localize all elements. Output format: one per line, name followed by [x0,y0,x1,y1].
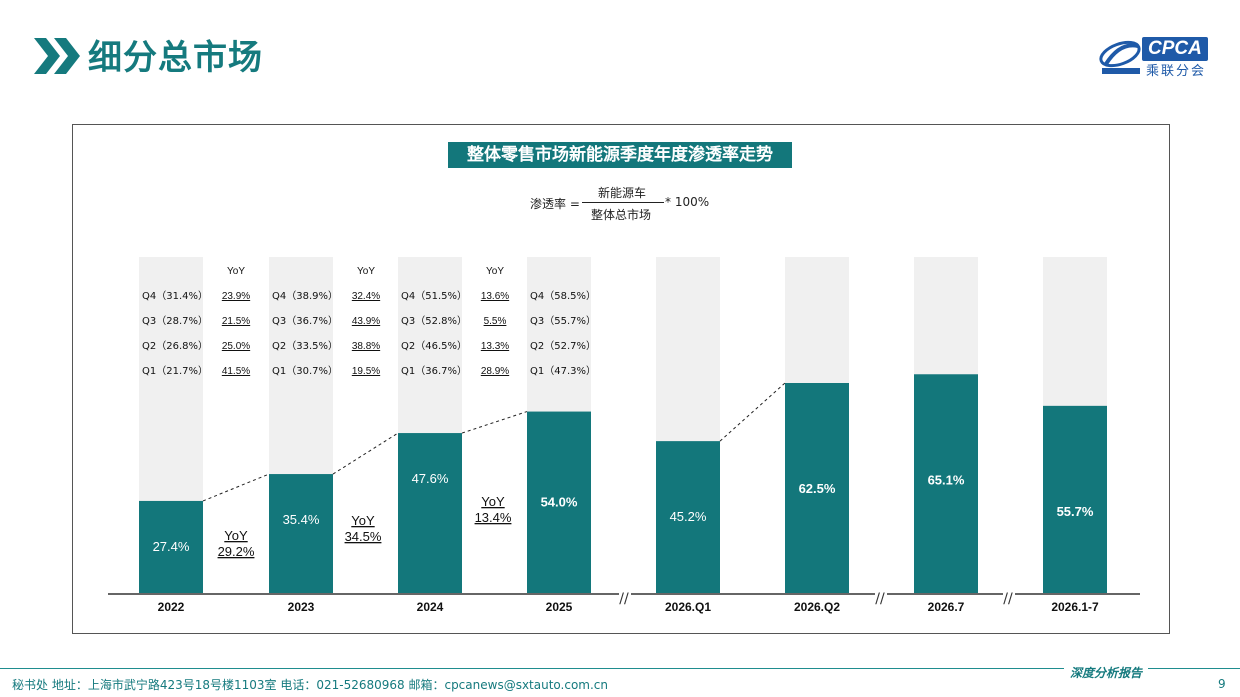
logo-subtext: 乘联分会 [1146,64,1207,79]
quarter-yoy-value: 25.0% [222,341,250,352]
bar-2024 [398,433,462,593]
trend-connector [332,432,399,475]
bar-value-label: 55.7% [1057,504,1094,519]
quarter-penetration-label: Q1（30.7%） [272,365,338,377]
logo-text: CPCA [1142,37,1208,61]
quarter-yoy-value: 41.5% [222,366,250,377]
yoy-label: YoY [481,494,505,509]
chart-frame [72,124,1170,634]
axis-break: // [875,591,885,607]
bar-value-label: 54.0% [541,495,578,510]
quarter-penetration-label: Q2（52.7%） [530,340,596,352]
chart-title: 整体零售市场新能源季度年度渗透率走势 [448,142,792,168]
axis-break-gap [619,586,631,602]
x-tick-label: 2026.Q1 [665,600,711,614]
quarter-yoy-value: 19.5% [352,366,380,377]
quarter-yoy-value: 28.9% [481,366,509,377]
bar-value-label: 47.6% [412,471,449,486]
yoy-value: 13.4% [475,510,512,525]
footer-divider [0,668,1240,669]
quarter-penetration-label: Q4（58.5%） [530,290,596,302]
x-tick-label: 2026.7 [928,600,965,614]
yoy-value: 34.5% [345,529,382,544]
bar-value-label: 27.4% [153,539,190,554]
bar-2022 [139,500,203,593]
bar-value-label: 45.2% [670,509,707,524]
x-tick-label: 2024 [417,600,444,614]
quarter-penetration-label: Q4（31.4%） [142,290,208,302]
cpca-emblem-icon [1099,40,1141,74]
page-number: 9 [1218,677,1226,691]
quarter-penetration-label: Q2（26.8%） [142,340,208,352]
quarter-yoy-value: 21.5% [222,316,250,327]
x-tick-label: 2026.Q2 [794,600,840,614]
quarter-penetration-label: Q2（46.5%） [401,340,467,352]
bar-value-label: 65.1% [928,472,965,487]
quarter-penetration-label: Q3（36.7%） [272,315,338,327]
footer-report-label: 深度分析报告 [1064,664,1149,681]
page-title: 细分总市场 [88,38,263,78]
axis-break-gap [875,586,887,602]
trend-connector [719,382,786,442]
x-tick-label: 2026.1-7 [1051,600,1099,614]
yoy-label: YoY [351,513,375,528]
quarter-yoy-value: 43.9% [352,316,380,327]
quarter-yoy-value: 13.6% [481,291,509,302]
axis-break: // [1003,591,1013,607]
quarter-yoy-header: YoY [227,266,245,277]
formula-fraction-line [582,202,664,203]
axis-break-gap [1003,586,1015,602]
x-tick-label: 2023 [288,600,315,614]
quarter-yoy-header: YoY [486,266,504,277]
formula-label: 渗透率 = [530,197,580,211]
chevron-double-icon [34,38,80,74]
quarter-penetration-label: Q2（33.5%） [272,340,338,352]
bar-value-label: 62.5% [799,481,836,496]
quarter-penetration-label: Q1（21.7%） [142,365,208,377]
x-tick-label: 2025 [546,600,573,614]
yoy-label: YoY [224,528,248,543]
quarter-yoy-value: 32.4% [352,291,380,302]
bar-2026.Q1 [656,441,720,593]
quarter-yoy-value: 13.3% [481,341,509,352]
bar-2026.Q2 [785,383,849,593]
quarter-yoy-value: 5.5% [484,316,507,327]
trend-connector [202,473,270,502]
quarter-yoy-header: YoY [357,266,375,277]
quarter-penetration-label: Q4（51.5%） [401,290,467,302]
quarter-penetration-label: Q1（47.3%） [530,365,596,377]
bar-2023 [269,474,333,593]
quarter-yoy-value: 38.8% [352,341,380,352]
bar-2026.1-7 [1043,405,1107,593]
formula-multiplier: * 100% [665,195,710,209]
bar-value-label: 35.4% [283,512,320,527]
quarter-penetration-label: Q3（52.8%） [401,315,467,327]
trend-connector [461,411,528,434]
quarter-penetration-label: Q3（55.7%） [530,315,596,327]
bar-2025 [527,411,591,593]
footer-contact: 秘书处 地址：上海市武宁路423号18号楼1103室 电话：021-526809… [12,678,609,692]
cpca-logo: CPCA 乘联分会 [1098,34,1216,80]
quarter-penetration-label: Q3（28.7%） [142,315,208,327]
quarter-penetration-label: Q4（38.9%） [272,290,338,302]
axis-break: // [619,591,629,607]
formula-numerator: 新能源车 [598,186,647,200]
formula-denominator: 整体总市场 [591,208,652,222]
quarter-yoy-value: 23.9% [222,291,250,302]
x-tick-label: 2022 [158,600,185,614]
bar-2026.7 [914,374,978,593]
quarter-penetration-label: Q1（36.7%） [401,365,467,377]
yoy-value: 29.2% [218,544,255,559]
